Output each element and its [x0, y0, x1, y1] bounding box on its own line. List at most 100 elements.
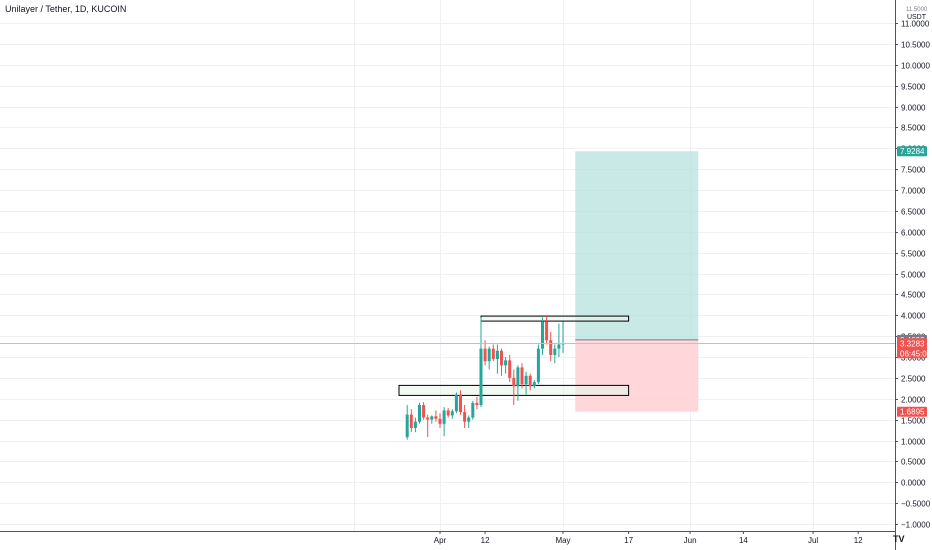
y-tick-label: 1.5000: [901, 417, 926, 426]
candle: [442, 407, 446, 437]
axis-currency: USDT: [906, 14, 926, 21]
candle: [541, 317, 544, 355]
tradingview-logo[interactable]: TV: [893, 534, 905, 544]
candle-body: [541, 321, 544, 349]
candle-body: [430, 416, 434, 420]
candle-body: [532, 382, 536, 387]
candle: [504, 357, 508, 374]
candle-body: [467, 417, 471, 422]
candle: [536, 344, 540, 385]
candle: [528, 373, 532, 391]
price-tag-value: 1.6895: [900, 408, 925, 417]
y-tick-label: 0.5000: [901, 458, 926, 467]
candle-body: [438, 418, 442, 424]
candle: [557, 323, 561, 357]
candle-body: [446, 410, 450, 416]
y-tick-label: 9.5000: [901, 83, 926, 92]
candle-body: [418, 405, 421, 422]
price-tag-bg: [897, 146, 927, 157]
y-tick-label: 1.0000: [901, 438, 926, 447]
y-tick-label: 11.0000: [901, 20, 930, 29]
y-tick-label: 10.0000: [901, 62, 930, 71]
candle-body: [471, 402, 475, 418]
y-tick-label: 2.0000: [901, 396, 926, 405]
y-tick-label: 6.5000: [901, 208, 926, 217]
x-tick-label: 17: [624, 536, 633, 545]
candle: [405, 405, 409, 440]
candle: [508, 354, 512, 383]
axis-unit-label: 11.5000 USDT: [906, 6, 928, 22]
candle-body: [409, 414, 413, 428]
candle: [434, 410, 438, 422]
candle-body: [516, 367, 520, 387]
candle: [495, 344, 499, 374]
horizontal-gridlines: [0, 23, 895, 525]
candle: [553, 344, 557, 364]
candle: [483, 340, 487, 366]
candle: [459, 390, 462, 415]
candle: [471, 400, 475, 420]
candle: [454, 392, 458, 414]
candle: [409, 409, 413, 433]
y-tick-label: 7.0000: [901, 187, 926, 196]
candle: [512, 369, 516, 406]
candle-body: [536, 348, 540, 383]
candle-body: [434, 416, 438, 419]
candle-body: [549, 340, 553, 355]
candle-body: [422, 405, 426, 418]
chart-title: Unilayer / Tether, 1D, KUCOIN: [5, 4, 126, 14]
candle: [549, 331, 553, 362]
x-tick-label: May: [555, 536, 570, 545]
candle-body: [454, 394, 458, 412]
candle: [446, 407, 450, 418]
candle-body: [504, 360, 508, 366]
candle-body: [512, 377, 516, 387]
candle: [516, 365, 520, 401]
candle-body: [491, 348, 495, 360]
candle-body: [495, 350, 499, 360]
candle: [450, 409, 454, 419]
y-tick-label: 0.0000: [901, 479, 926, 488]
x-tick-label: Apr: [434, 536, 447, 545]
resistance-box: [480, 315, 630, 322]
candle: [561, 321, 565, 353]
y-tick-label: 7.5000: [901, 166, 926, 175]
symbol-name: Unilayer / Tether: [5, 4, 70, 14]
candle-body: [475, 402, 479, 406]
y-tick-label: 8.5000: [901, 124, 926, 133]
x-tick-label: Jun: [684, 536, 697, 545]
y-tick-label: −1.0000: [901, 521, 931, 530]
price-tag-countdown: 06:45:04: [900, 349, 932, 358]
candle-body: [450, 411, 454, 416]
candle: [545, 316, 549, 345]
y-tick-label: 6.0000: [901, 229, 926, 238]
candle-body: [508, 360, 512, 378]
exchange-label: KUCOIN: [91, 4, 127, 14]
y-tick-label: −0.5000: [901, 500, 931, 509]
y-tick-label: 2.5000: [901, 375, 926, 384]
price-tag-value: 3.3283: [900, 339, 925, 348]
y-tick-label: 5.0000: [901, 271, 926, 280]
candle: [426, 414, 430, 438]
target-zone: [575, 151, 699, 340]
x-tick-label: Jul: [808, 536, 818, 545]
y-tick-label: 9.0000: [901, 104, 926, 113]
candles: [405, 316, 565, 440]
candle-body: [528, 375, 532, 387]
candle-body: [524, 375, 528, 385]
candle-body: [487, 348, 491, 362]
axis-top-label: 11.5000: [906, 7, 928, 13]
position-zones: [575, 151, 699, 412]
candle-body: [553, 348, 557, 355]
candle-body: [463, 412, 467, 422]
candle: [532, 379, 536, 389]
candle: [520, 363, 524, 389]
candle: [475, 396, 479, 410]
axes: [0, 0, 898, 550]
y-tick-label: 4.5000: [901, 291, 926, 300]
candle-body: [500, 350, 503, 366]
x-tick-labels: Apr 12 May 17 Jun 14 Jul 12: [434, 536, 863, 545]
